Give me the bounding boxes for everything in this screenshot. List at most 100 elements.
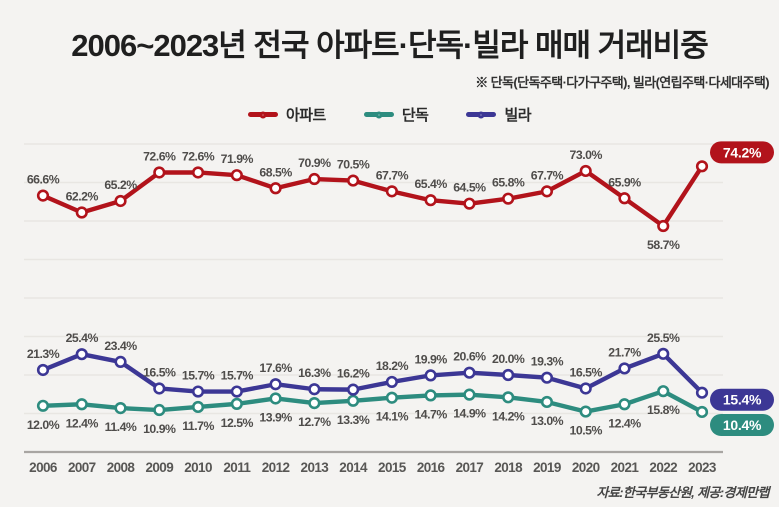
detached-value-label: 12.4% <box>66 416 99 430</box>
year-label: 2015 <box>378 460 407 475</box>
apartment-marker <box>579 164 592 178</box>
detached-marker <box>347 394 360 407</box>
apartment-value-label: 65.8% <box>492 176 525 190</box>
detached-value-label: 15.8% <box>647 403 680 417</box>
villa-marker <box>114 355 127 369</box>
apartment-marker <box>75 206 88 219</box>
detached-legend-dot-icon <box>375 111 383 118</box>
apartment-marker <box>618 192 631 205</box>
villa-marker <box>540 371 554 384</box>
apartment-value-label: 58.7% <box>647 238 680 252</box>
apartment-value-label: 72.6% <box>143 149 176 163</box>
apartment-badge-label: 74.2% <box>723 144 762 160</box>
villa-marker <box>75 348 88 361</box>
apartment-marker <box>463 197 476 210</box>
apartment-marker <box>36 189 50 202</box>
year-label: 2018 <box>494 460 523 475</box>
detached-marker <box>385 391 398 404</box>
villa-marker <box>618 362 631 375</box>
detached-marker <box>502 391 515 404</box>
apartment-value-label: 70.9% <box>298 156 331 170</box>
villa-marker <box>385 375 398 389</box>
villa-value-label: 19.9% <box>414 352 447 366</box>
apartment-value-label: 65.9% <box>608 175 641 189</box>
detached-badge-label: 10.4% <box>723 417 762 433</box>
legend-item-apartment: 아파트 <box>247 104 326 125</box>
apartment-value-label: 62.2% <box>66 190 99 204</box>
detached-value-label: 11.4% <box>105 420 137 434</box>
year-label: 2023 <box>688 460 717 475</box>
detached-marker <box>36 399 50 412</box>
villa-marker <box>424 369 437 382</box>
apartment-marker <box>114 194 127 208</box>
year-label: 2006 <box>29 460 58 475</box>
year-label: 2021 <box>611 460 640 475</box>
detached-value-label: 14.9% <box>453 407 486 421</box>
apartment-marker <box>230 169 243 182</box>
villa-value-label: 20.6% <box>453 350 486 364</box>
year-label: 2020 <box>572 460 600 475</box>
legend-label-apartment: 아파트 <box>285 107 326 124</box>
villa-value-label: 21.3% <box>27 347 60 361</box>
villa-marker <box>308 383 321 396</box>
year-label: 2012 <box>262 460 290 475</box>
apartment-value-label: 73.0% <box>570 148 603 162</box>
detached-value-label: 10.9% <box>143 422 176 436</box>
villa-marker <box>657 347 670 360</box>
year-label: 2019 <box>533 460 561 475</box>
apartment-marker <box>308 172 321 186</box>
detached-value-label: 13.3% <box>337 413 370 427</box>
detached-line <box>40 388 705 415</box>
villa-line <box>40 351 705 395</box>
villa-badge-label: 15.4% <box>723 392 762 408</box>
legend: 아파트 단독 빌라 <box>0 104 779 125</box>
detached-marker <box>75 398 88 411</box>
villa-marker <box>269 378 282 391</box>
year-label: 2007 <box>68 460 96 475</box>
year-label: 2009 <box>145 460 173 475</box>
detached-value-label: 10.5% <box>570 424 603 438</box>
detached-marker <box>230 397 243 410</box>
year-label: 2010 <box>184 460 212 475</box>
villa-value-label: 18.2% <box>376 359 409 373</box>
legend-label-villa: 빌라 <box>504 107 532 124</box>
apartment-marker <box>153 166 166 179</box>
detached-value-label: 12.7% <box>298 415 331 429</box>
detached-marker <box>618 398 631 411</box>
detached-value-label: 14.2% <box>492 409 525 423</box>
detached-value-label: 12.4% <box>608 416 641 430</box>
apartment-legend-dot-icon <box>259 111 267 118</box>
apartment-marker <box>502 192 515 205</box>
year-label: 2011 <box>223 460 251 475</box>
apartment-value-label: 65.2% <box>104 178 137 192</box>
apartment-legend-marker-icon <box>247 111 278 118</box>
villa-marker <box>347 383 360 396</box>
detached-value-label: 14.1% <box>376 410 409 424</box>
year-label: 2022 <box>649 460 677 475</box>
villa-legend-dot-icon <box>477 111 485 118</box>
villa-marker <box>191 385 205 398</box>
apartment-marker <box>347 174 360 187</box>
detached-value-label: 12.5% <box>221 416 254 430</box>
apartment-value-label: 68.5% <box>259 165 292 179</box>
apartment-marker <box>385 185 398 198</box>
villa-value-label: 23.4% <box>104 339 137 353</box>
detached-marker <box>579 405 592 418</box>
legend-item-villa: 빌라 <box>466 104 532 125</box>
villa-value-label: 16.2% <box>337 367 370 381</box>
villa-marker <box>502 368 515 382</box>
detached-marker <box>463 388 476 401</box>
apartment-value-label: 66.6% <box>27 173 60 187</box>
detached-value-label: 11.7% <box>182 419 214 433</box>
year-label: 2008 <box>107 460 136 475</box>
villa-marker <box>153 382 166 395</box>
detached-marker <box>424 389 437 402</box>
legend-item-detached: 단독 <box>363 104 429 125</box>
apartment-value-label: 72.6% <box>182 149 215 163</box>
apartment-marker <box>191 166 205 179</box>
villa-marker <box>579 382 592 395</box>
apartment-value-label: 65.4% <box>414 177 447 191</box>
detached-value-label: 13.9% <box>259 410 292 424</box>
apartment-value-label: 67.7% <box>376 168 409 182</box>
